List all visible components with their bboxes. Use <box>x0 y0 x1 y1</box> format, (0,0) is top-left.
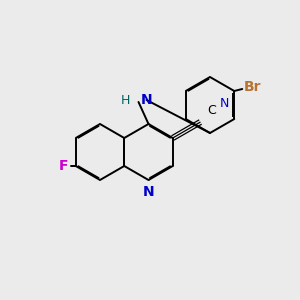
Text: F: F <box>59 159 68 173</box>
Text: C: C <box>208 104 216 117</box>
Text: H: H <box>121 94 130 106</box>
Text: N: N <box>140 93 152 107</box>
Text: Br: Br <box>244 80 262 94</box>
Text: N: N <box>220 97 229 110</box>
Text: N: N <box>143 185 154 199</box>
